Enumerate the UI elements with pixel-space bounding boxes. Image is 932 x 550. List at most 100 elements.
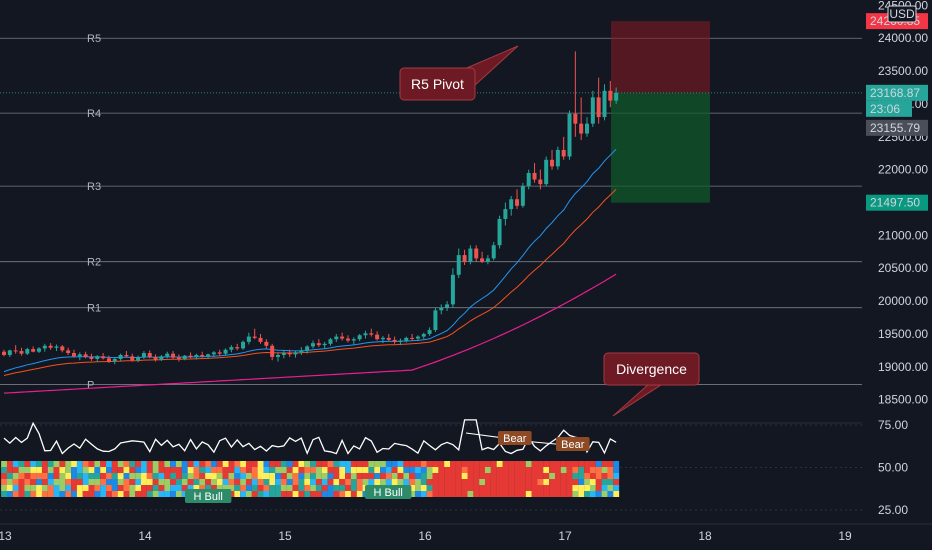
candle-body[interactable] [340, 336, 345, 339]
candle-body[interactable] [509, 199, 514, 210]
candle-body[interactable] [468, 248, 473, 262]
callouts-layer[interactable]: R5 Pivot Divergence [399, 45, 700, 417]
candle-body[interactable] [130, 356, 135, 361]
candle-body[interactable] [211, 352, 216, 355]
divergence-callout[interactable]: Divergence [603, 352, 700, 417]
crosshair-price-tag[interactable]: 23155.79 [866, 119, 928, 136]
candle-body[interactable] [526, 172, 531, 187]
candle-body[interactable] [101, 356, 106, 359]
candle-series[interactable] [2, 51, 619, 365]
candle-body[interactable] [474, 248, 479, 259]
currency-badge[interactable]: USD [887, 5, 917, 23]
candle-body[interactable] [497, 218, 502, 246]
candle-body[interactable] [200, 354, 205, 357]
candle-body[interactable] [305, 346, 310, 351]
candle-body[interactable] [118, 354, 123, 359]
candle-body[interactable] [561, 149, 566, 157]
candle-body[interactable] [42, 345, 47, 349]
candle-body[interactable] [217, 352, 222, 354]
candle-body[interactable] [95, 356, 100, 359]
candle-body[interactable] [264, 341, 269, 346]
candle-body[interactable] [445, 304, 450, 308]
candle-body[interactable] [410, 337, 415, 339]
r5-pivot-callout[interactable]: R5 Pivot [399, 45, 519, 101]
candle-body[interactable] [334, 336, 339, 340]
candle-body[interactable] [106, 358, 111, 362]
candle-body[interactable] [375, 334, 380, 340]
candle-body[interactable] [206, 354, 211, 357]
candle-body[interactable] [567, 113, 572, 157]
take-profit-zone[interactable] [611, 92, 710, 203]
candle-body[interactable] [299, 350, 304, 353]
candle-body[interactable] [480, 258, 485, 262]
candle-body[interactable] [579, 123, 584, 134]
candle-body[interactable] [357, 335, 362, 340]
candle-body[interactable] [322, 343, 327, 346]
candle-body[interactable] [544, 159, 549, 185]
stop-loss-zone[interactable] [611, 21, 710, 93]
candle-body[interactable] [293, 352, 298, 355]
candle-body[interactable] [112, 358, 117, 362]
candle-body[interactable] [77, 354, 82, 357]
candle-body[interactable] [491, 245, 496, 259]
candle-body[interactable] [392, 339, 397, 342]
candle-body[interactable] [235, 347, 240, 349]
candle-body[interactable] [141, 353, 146, 357]
candle-body[interactable] [171, 353, 176, 358]
candle-body[interactable] [585, 123, 589, 134]
candle-body[interactable] [614, 92, 619, 101]
candle-body[interactable] [246, 336, 251, 342]
countdown-tag[interactable]: 23:06 [866, 100, 912, 117]
candle-body[interactable] [276, 354, 281, 357]
candle-body[interactable] [421, 333, 426, 337]
candle-body[interactable] [345, 338, 350, 341]
candle-body[interactable] [182, 355, 187, 359]
candle-body[interactable] [427, 330, 432, 334]
candle-body[interactable] [439, 307, 444, 311]
target-price-tag[interactable]: 21497.50 [866, 194, 928, 211]
candle-body[interactable] [270, 345, 275, 357]
candle-body[interactable] [351, 339, 356, 341]
candle-body[interactable] [7, 350, 12, 355]
candle-body[interactable] [176, 357, 181, 359]
position-box[interactable] [0, 21, 862, 203]
candle-body[interactable] [485, 258, 490, 262]
candle-body[interactable] [71, 353, 76, 357]
candle-body[interactable] [13, 350, 18, 352]
candle-body[interactable] [532, 172, 537, 180]
candle-body[interactable] [229, 347, 234, 350]
candle-body[interactable] [66, 350, 71, 354]
candle-body[interactable] [124, 354, 129, 357]
candle-body[interactable] [54, 346, 59, 348]
candle-body[interactable] [386, 337, 391, 340]
candle-body[interactable] [596, 97, 601, 118]
candle-body[interactable] [503, 209, 508, 219]
candle-body[interactable] [258, 337, 263, 342]
candle-body[interactable] [188, 355, 193, 357]
candle-body[interactable] [281, 353, 286, 355]
candle-body[interactable] [369, 333, 374, 335]
candle-body[interactable] [328, 339, 333, 344]
candle-body[interactable] [252, 336, 257, 338]
candle-body[interactable] [241, 341, 246, 349]
candle-body[interactable] [363, 333, 368, 336]
candle-body[interactable] [223, 349, 228, 354]
candle-body[interactable] [608, 90, 613, 101]
candle-body[interactable] [287, 353, 292, 355]
candle-body[interactable] [48, 345, 53, 348]
candle-body[interactable] [398, 340, 403, 342]
candle-body[interactable] [590, 97, 595, 124]
candle-body[interactable] [159, 356, 164, 360]
candle-body[interactable] [83, 354, 88, 357]
candle-body[interactable] [462, 255, 467, 262]
candle-body[interactable] [573, 113, 578, 124]
candle-body[interactable] [404, 337, 409, 341]
candle-body[interactable] [520, 186, 525, 206]
candle-body[interactable] [60, 346, 65, 351]
candle-body[interactable] [194, 354, 199, 357]
candle-body[interactable] [380, 337, 385, 340]
candle-body[interactable] [550, 159, 555, 167]
candle-body[interactable] [153, 356, 158, 360]
candle-body[interactable] [25, 349, 30, 354]
candle-body[interactable] [456, 255, 461, 275]
